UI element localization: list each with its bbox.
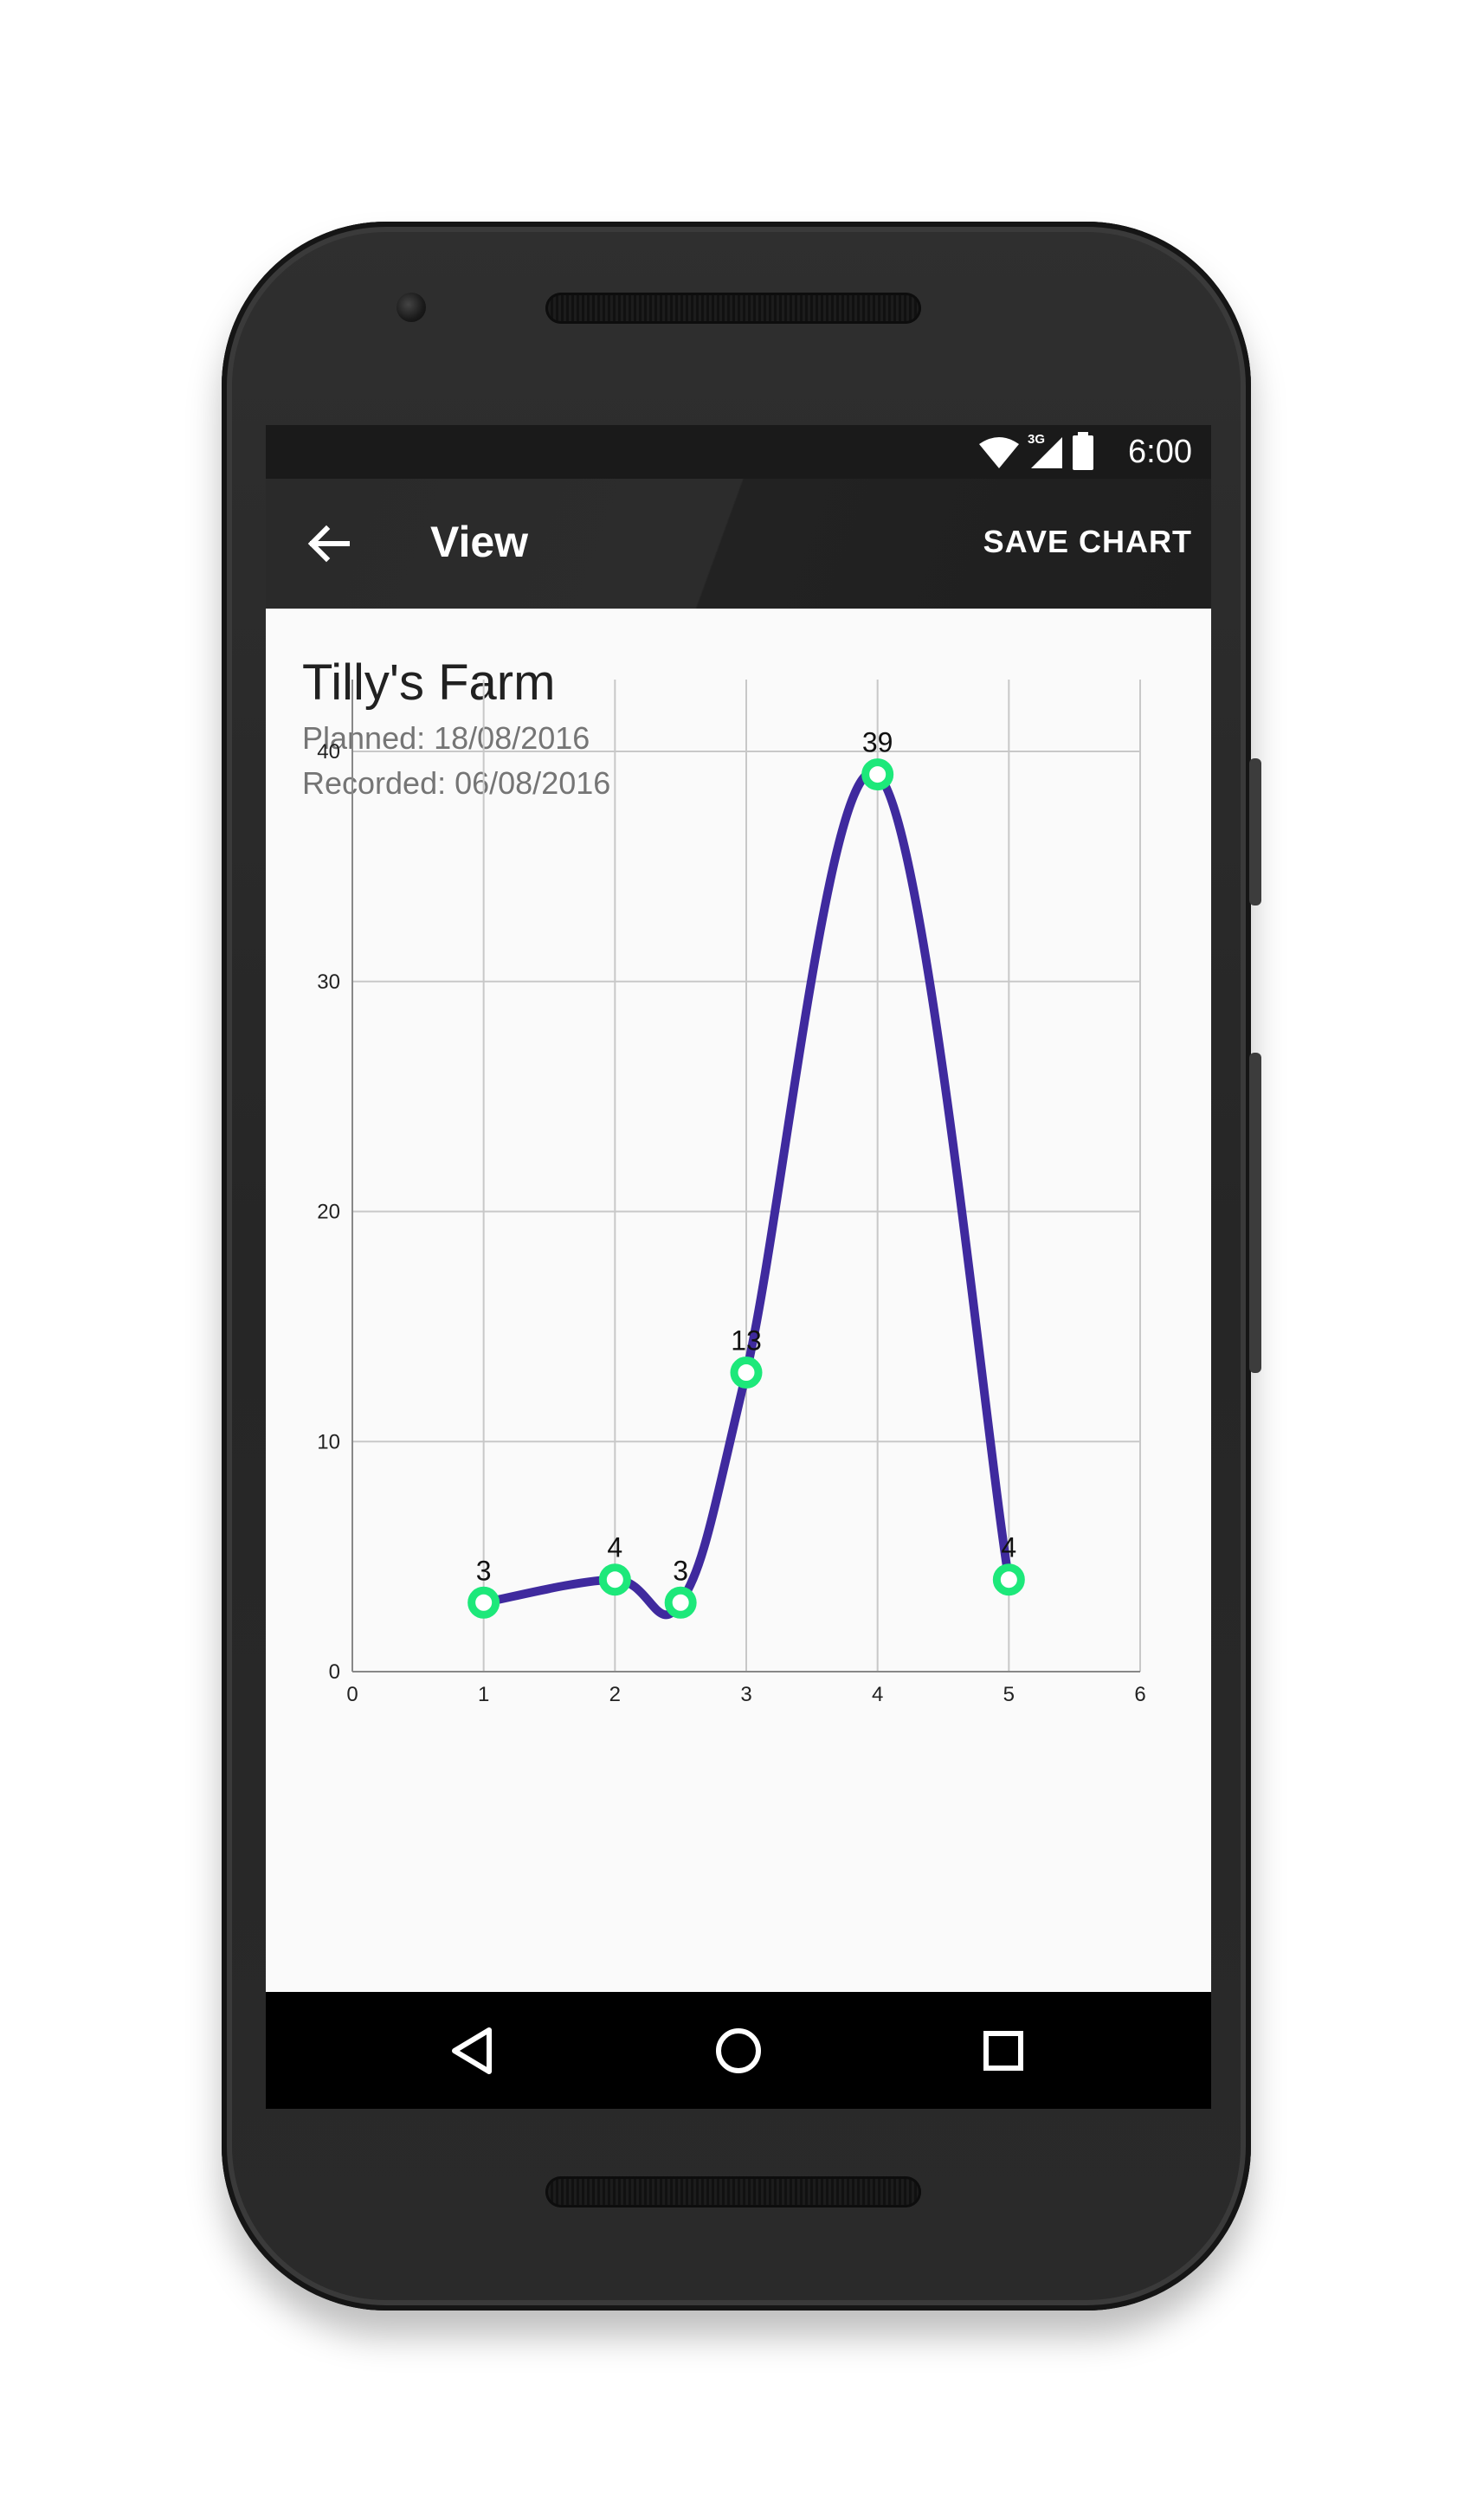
data-point bbox=[664, 1586, 697, 1619]
top-speaker bbox=[545, 293, 921, 324]
y-tick-label: 0 bbox=[329, 1660, 340, 1684]
bottom-speaker bbox=[545, 2176, 921, 2207]
back-button[interactable] bbox=[299, 513, 359, 574]
x-tick-label: 0 bbox=[346, 1683, 358, 1706]
farm-title: Tilly's Farm bbox=[302, 654, 556, 711]
recorded-date: Recorded: 06/08/2016 bbox=[302, 765, 611, 801]
data-label: 4 bbox=[1001, 1532, 1016, 1563]
data-label: 4 bbox=[607, 1532, 622, 1563]
navigation-bar bbox=[266, 1992, 1211, 2109]
data-point bbox=[730, 1357, 763, 1389]
data-label: 3 bbox=[476, 1555, 492, 1586]
network-type-label: 3G bbox=[1028, 432, 1046, 447]
arrow-back-icon bbox=[307, 525, 350, 563]
data-point bbox=[467, 1586, 500, 1619]
series-line bbox=[479, 768, 1014, 1620]
volume-button bbox=[1249, 1053, 1261, 1373]
x-tick-label: 5 bbox=[1003, 1683, 1015, 1706]
recents-square-icon[interactable] bbox=[972, 2020, 1035, 2082]
x-tick-label: 6 bbox=[1134, 1683, 1145, 1706]
y-tick-label: 20 bbox=[317, 1201, 340, 1224]
x-tick-label: 3 bbox=[740, 1683, 751, 1706]
wifi-icon bbox=[979, 437, 1019, 468]
data-label: 13 bbox=[731, 1325, 762, 1357]
x-tick-label: 2 bbox=[609, 1683, 621, 1706]
screen: 3G 6:00 View SAVE CHART Tilly's Farm Pla… bbox=[266, 425, 1211, 2109]
app-bar: View SAVE CHART bbox=[266, 479, 1211, 609]
back-triangle-icon[interactable] bbox=[442, 2020, 505, 2082]
data-label: 39 bbox=[862, 727, 893, 758]
battery-icon bbox=[1073, 432, 1093, 470]
data-point bbox=[598, 1563, 631, 1596]
status-time: 6:00 bbox=[1128, 434, 1192, 470]
cell-signal-icon bbox=[1031, 437, 1062, 468]
power-button bbox=[1249, 758, 1261, 906]
home-circle-icon[interactable] bbox=[707, 2020, 770, 2082]
page-title: View bbox=[430, 518, 529, 566]
save-chart-button[interactable]: SAVE CHART bbox=[983, 524, 1192, 559]
y-tick-label: 10 bbox=[317, 1430, 340, 1453]
data-point bbox=[861, 758, 894, 791]
data-label: 3 bbox=[673, 1555, 688, 1586]
chart-card: Tilly's Farm Planned: 18/08/2016 Recorde… bbox=[266, 609, 1211, 1992]
x-tick-label: 4 bbox=[872, 1683, 883, 1706]
front-camera bbox=[397, 293, 426, 322]
y-tick-label: 30 bbox=[317, 970, 340, 994]
x-tick-label: 1 bbox=[478, 1683, 489, 1706]
status-bar: 3G 6:00 bbox=[266, 425, 1211, 479]
y-tick-label: 40 bbox=[317, 740, 340, 764]
planned-date: Planned: 18/08/2016 bbox=[302, 720, 590, 756]
line-chart: 0 1 2 3 4 5 6 0 10 20 30 40 3 4 3 13 39 4 bbox=[317, 680, 1146, 1706]
data-point bbox=[992, 1563, 1025, 1596]
